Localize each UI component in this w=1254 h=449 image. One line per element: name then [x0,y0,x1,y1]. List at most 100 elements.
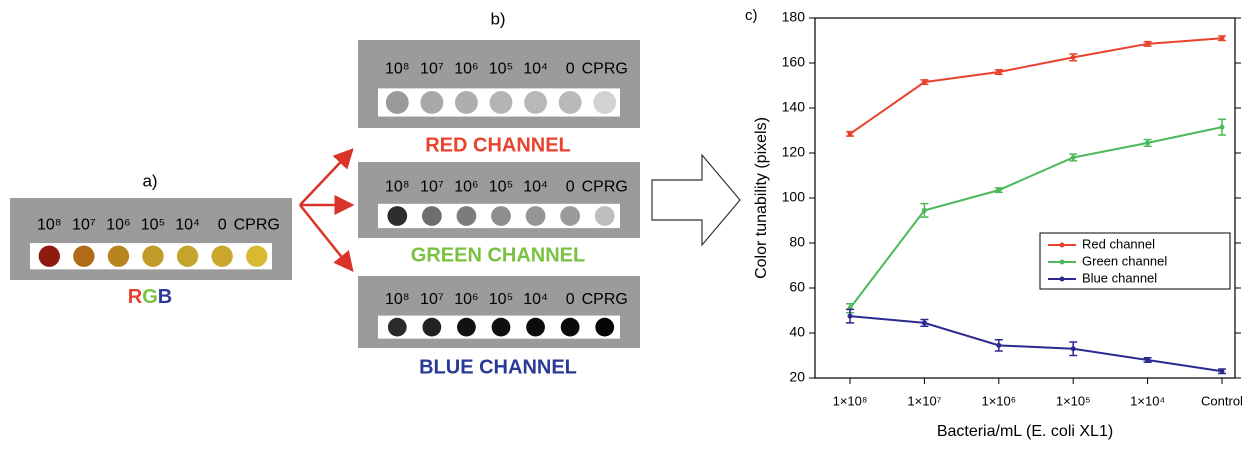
well [491,206,511,226]
x-tick-label: 1×10⁶ [981,393,1016,408]
well-label: 0 [566,291,575,308]
plot-frame [815,18,1235,378]
well-label: 10⁵ [489,178,513,195]
well [561,318,580,337]
arrow [300,205,352,270]
well-label: 10⁵ [489,291,513,308]
x-tick-label: 1×10⁸ [833,393,868,408]
well-label: 10⁷ [420,60,444,77]
well [422,318,441,337]
well-label: 10⁷ [72,216,96,233]
well [593,91,616,114]
legend-label: Green channel [1082,253,1167,268]
well [73,246,94,267]
chart-label: c) [745,7,758,24]
well [177,246,198,267]
series-line [850,316,1222,371]
point [996,70,1001,75]
y-tick-label: 120 [782,144,806,160]
well [455,91,478,114]
point [1220,36,1225,41]
y-tick-label: 160 [782,54,806,70]
caption-letter: B [158,286,172,308]
y-tick-label: 80 [789,234,805,250]
series-line [850,38,1222,134]
well-label: 10⁵ [141,216,165,233]
y-tick-label: 140 [782,99,806,115]
legend-label: Blue channel [1082,270,1157,285]
big-arrow [652,155,740,245]
well [211,246,232,267]
well [387,206,407,226]
well-label: 10⁷ [420,178,444,195]
figure: a) 10⁸ 10⁷ 10⁶ 10⁵ 10⁴ 0 CPRG RGB b) 10⁸ 10⁷ 10⁶ 10⁵ 1… [0,0,1254,444]
point [996,188,1001,193]
well-label: 0 [218,216,227,233]
point [1071,346,1076,351]
well [420,91,443,114]
point [922,320,927,325]
point [848,314,853,319]
caption-letter: G [142,286,158,308]
legend-label: Red channel [1082,236,1155,251]
well [490,91,513,114]
well-label: 0 [566,178,575,195]
y-axis-title: Color tunability (pixels) [753,117,770,279]
well [457,206,477,226]
legend-point [1060,243,1065,248]
well [560,206,580,226]
legend-point [1060,260,1065,265]
point [1145,41,1150,46]
point [1071,155,1076,160]
channel-name: BLUE CHANNEL [419,356,577,378]
point [922,80,927,85]
point [996,343,1001,348]
well-label: 10⁶ [454,291,478,308]
panel-label: b) [490,9,505,28]
x-axis-title: Bacteria/mL (E. coli XL1) [937,423,1113,440]
well-label: 10⁶ [454,60,478,77]
well-label: CPRG [582,60,628,77]
legend-point [1060,277,1065,282]
well [457,318,476,337]
well-label: 10⁸ [37,216,62,233]
well-label: 10⁴ [523,60,548,77]
panel-label: a) [142,171,157,190]
well [386,91,409,114]
well-label: 10⁸ [385,178,410,195]
y-tick-label: 60 [789,279,805,295]
well-label: 10⁵ [489,60,513,77]
x-tick-label: 1×10⁷ [907,393,941,408]
well [595,206,615,226]
point [1145,140,1150,145]
point [1145,358,1150,363]
well [39,246,60,267]
channel-name: GREEN CHANNEL [411,244,585,266]
well-label: 10⁶ [454,178,478,195]
well-label: 10⁶ [106,216,130,233]
well-label: 10⁴ [523,178,548,195]
rgb-caption: RGB [128,286,172,308]
well [492,318,511,337]
well [388,318,407,337]
well-label: 10⁷ [420,291,444,308]
y-tick-label: 100 [782,189,806,205]
well-label: 10⁴ [523,291,548,308]
point [1220,125,1225,130]
well [524,91,547,114]
arrows [300,150,352,270]
well-label: CPRG [582,178,628,195]
well-label: 10⁸ [385,291,410,308]
point [1220,369,1225,374]
x-tick-label: Control [1201,393,1243,408]
y-tick-label: 180 [782,9,806,25]
well [595,318,614,337]
point [848,131,853,136]
well-label: CPRG [582,291,628,308]
well [559,91,582,114]
well-label: 10⁸ [385,60,410,77]
well [422,206,442,226]
x-tick-label: 1×10⁵ [1056,393,1091,408]
y-tick-label: 20 [789,369,805,385]
point [922,208,927,213]
